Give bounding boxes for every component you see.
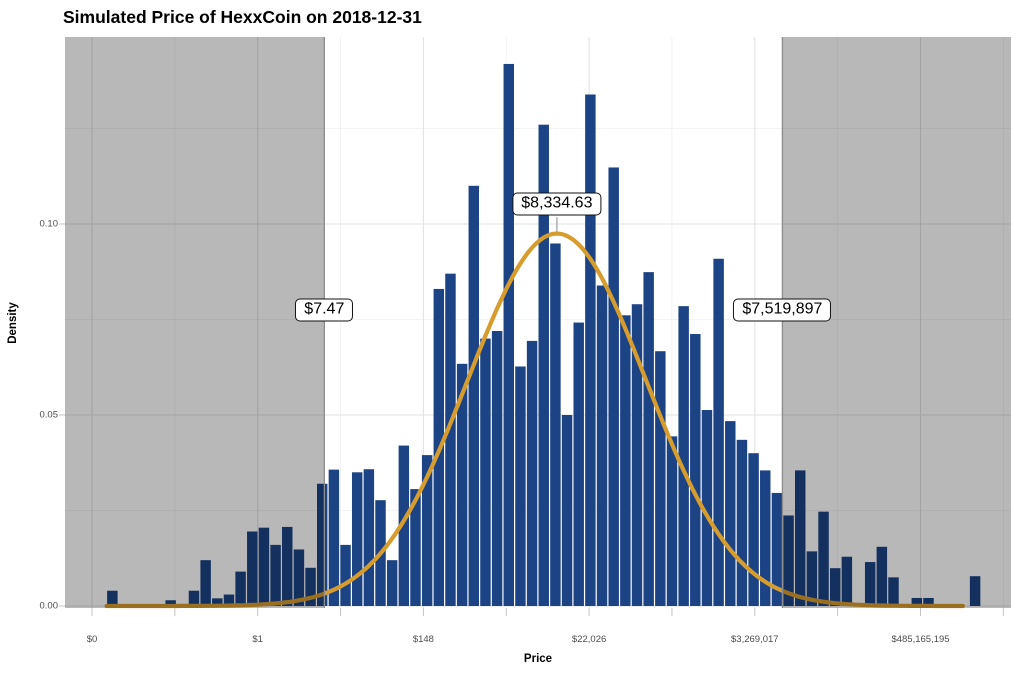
plot-canvas — [59, 37, 1011, 616]
histogram-bar — [351, 472, 363, 606]
histogram-bar — [456, 363, 468, 606]
histogram-bar — [678, 306, 689, 606]
histogram-bar — [760, 470, 771, 606]
histogram-bar — [596, 285, 608, 606]
histogram-bar — [561, 415, 573, 606]
plot-panel: $7.47 $8,334.63 $7,519,897 — [59, 37, 1011, 616]
histogram-bar — [829, 568, 841, 606]
histogram-bar — [480, 338, 491, 606]
histogram-bar — [864, 562, 876, 606]
histogram-bar — [293, 549, 305, 606]
histogram-bar — [445, 273, 456, 606]
histogram-bar — [165, 600, 176, 606]
histogram-bar — [235, 571, 246, 606]
histogram-bar — [841, 556, 853, 606]
y-axis-title-text: Density — [7, 301, 20, 344]
x-tick-label: $485,165,195 — [891, 634, 950, 645]
shaded-region-left — [65, 37, 325, 608]
histogram-bar — [212, 598, 223, 606]
histogram-bar — [515, 366, 526, 606]
histogram-bar — [643, 272, 654, 606]
histogram-bar — [771, 492, 783, 606]
histogram-bar — [258, 527, 270, 606]
histogram-bar — [736, 439, 748, 606]
y-axis-title: Density — [0, 37, 30, 608]
y-tick-label: 0.05 — [39, 409, 59, 421]
x-tick-label: $22,026 — [571, 634, 607, 645]
histogram-bar — [911, 597, 923, 606]
annotation-lower-bound: $7.47 — [295, 298, 354, 322]
y-tick-label: 0.10 — [39, 218, 59, 230]
x-tick-label: $1 — [252, 634, 263, 645]
histogram-bar — [666, 436, 678, 606]
density-curve — [104, 231, 965, 609]
histogram-bar — [631, 304, 643, 606]
histogram-bar — [585, 94, 596, 606]
histogram-bar — [398, 445, 410, 606]
histogram-bar — [713, 258, 724, 606]
histogram-bar — [806, 551, 818, 606]
annotation-upper-bound: $7,519,897 — [733, 298, 832, 322]
histogram-bar — [223, 594, 235, 606]
x-tick-label: $3,269,017 — [731, 634, 779, 645]
histogram-bar — [247, 531, 258, 606]
histogram-bar — [783, 515, 794, 606]
shaded-region-right — [782, 37, 1011, 608]
histogram-bar — [573, 322, 584, 606]
x-axis-title: Price — [523, 653, 553, 665]
histogram-bar — [923, 597, 934, 606]
histogram-bar — [620, 315, 631, 606]
x-tick-label: $0 — [86, 634, 98, 645]
histogram-bar — [725, 421, 736, 606]
histogram-bar — [538, 124, 549, 607]
histogram-bar — [468, 185, 480, 607]
histogram-bar — [550, 243, 561, 606]
histogram-bar — [748, 453, 759, 606]
histogram-bar — [316, 483, 328, 606]
histogram-bar — [305, 567, 316, 606]
histogram-bar — [690, 334, 701, 606]
histogram-bar — [270, 544, 281, 606]
histogram-bar — [969, 576, 981, 606]
histogram-bar — [386, 560, 398, 606]
histogram-bar — [888, 577, 899, 606]
chart-title: Simulated Price of HexxCoin on 2018-12-3… — [63, 7, 422, 27]
x-tick-label: $148 — [412, 634, 434, 645]
histogram-bar — [701, 410, 713, 606]
histogram-bar — [526, 340, 538, 606]
histogram-bar — [608, 167, 619, 607]
histogram-bar — [363, 469, 375, 606]
histogram-bar — [328, 469, 340, 606]
annotation-median-price: $8,334.63 — [512, 192, 602, 216]
histogram-bar — [503, 63, 514, 606]
histogram-bar — [282, 526, 293, 606]
histogram-bar — [200, 560, 211, 606]
y-tick-label: 0.00 — [39, 600, 59, 612]
histogram-bar — [410, 489, 421, 606]
histogram-bar — [818, 511, 829, 606]
histogram-bar — [491, 330, 503, 606]
histogram-bar — [421, 455, 433, 606]
histogram-bar — [876, 546, 888, 606]
histogram-bar — [795, 470, 806, 606]
histogram-bar — [188, 590, 200, 606]
histogram-bar — [107, 590, 118, 606]
histogram-bar — [655, 351, 666, 606]
histogram-bar — [340, 544, 351, 606]
